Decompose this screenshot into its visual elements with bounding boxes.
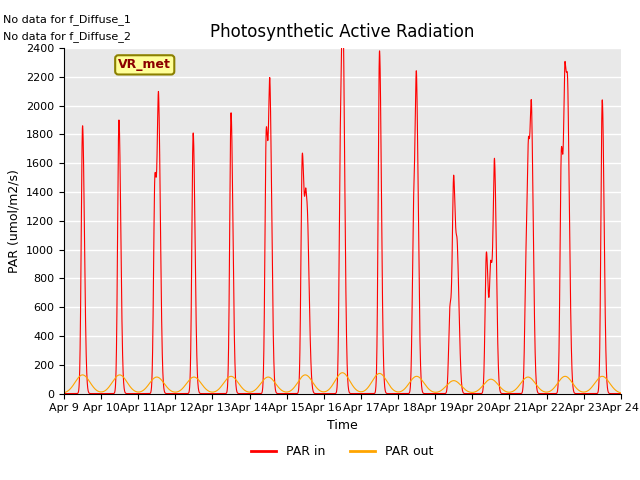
Text: No data for f_Diffuse_1: No data for f_Diffuse_1 [3, 14, 131, 25]
Title: Photosynthetic Active Radiation: Photosynthetic Active Radiation [210, 23, 475, 41]
X-axis label: Time: Time [327, 419, 358, 432]
Y-axis label: PAR (umol/m2/s): PAR (umol/m2/s) [8, 169, 20, 273]
Text: No data for f_Diffuse_2: No data for f_Diffuse_2 [3, 31, 131, 42]
Text: VR_met: VR_met [118, 59, 171, 72]
Legend: PAR in, PAR out: PAR in, PAR out [246, 440, 439, 463]
